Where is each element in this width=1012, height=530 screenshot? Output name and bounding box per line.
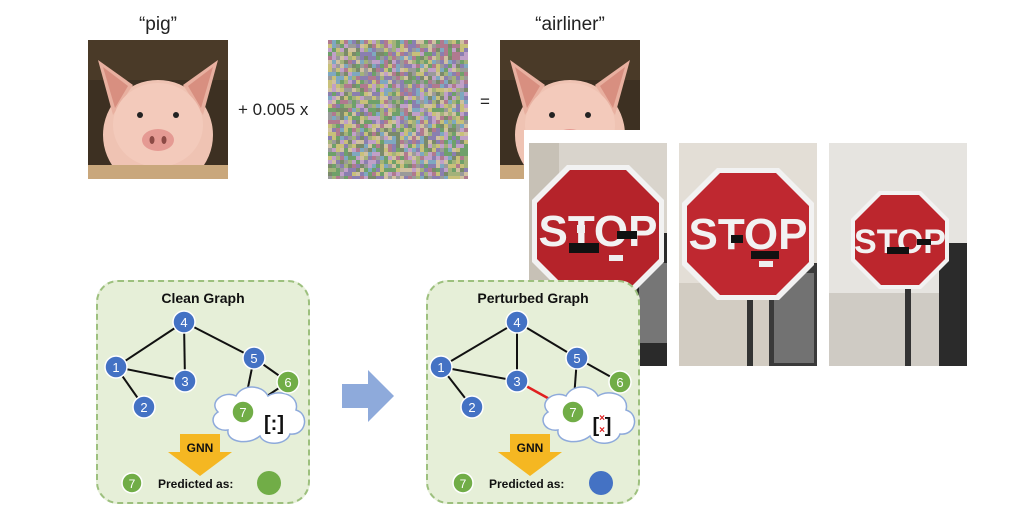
perturbed-target-node: 7 (460, 477, 467, 491)
perturbed-node-6: 6 (616, 375, 623, 390)
perturbed-node-5: 5 (573, 351, 580, 366)
equals-sign: = (480, 92, 490, 111)
clean-target-node: 7 (129, 477, 136, 491)
perturbed-node-7: 7 (569, 405, 576, 420)
clean-node-2: 2 (140, 400, 147, 415)
clean-node-5: 5 (250, 351, 257, 366)
clean-node-3: 3 (181, 374, 188, 389)
airliner-label: “airliner” (535, 14, 605, 35)
clean-predicted-label: Predicted as: (158, 477, 233, 491)
svg-text:×: × (599, 413, 605, 424)
stop-text-2: STOP (688, 210, 807, 259)
perturbed-graph-diagram: [ ] × × 4 1 3 2 5 6 7 GNN 7 Predicted as… (429, 310, 636, 495)
noise-image (328, 40, 468, 179)
clean-gnn-label: GNN (187, 441, 214, 455)
clean-predicted-color (257, 471, 281, 495)
clean-graph-diagram: [:] 4 1 3 2 5 6 7 GNN 7 Predicted as: (104, 310, 306, 495)
perturbed-predicted-color (589, 471, 613, 495)
stop-sign-photo-3: STOP (829, 143, 967, 366)
clean-node-4: 4 (180, 315, 187, 330)
perturbed-node-2: 2 (468, 400, 475, 415)
stop-text-3: STOP (854, 223, 946, 261)
pig-label: “pig” (138, 14, 177, 35)
svg-text:[ ]: [ ] (593, 415, 612, 437)
stop-sign-photo-2: STOP (679, 143, 817, 366)
plus-coefficient: + 0.005 x (238, 100, 309, 119)
perturbed-graph-title: Perturbed Graph (477, 290, 589, 306)
perturbed-predicted-label: Predicted as: (489, 477, 564, 491)
pig-image-original (88, 40, 228, 179)
perturbed-node-1: 1 (437, 360, 444, 375)
transition-arrow (342, 370, 394, 422)
svg-text:×: × (599, 425, 605, 436)
clean-graph-title: Clean Graph (161, 290, 245, 306)
clean-node-1: 1 (112, 360, 119, 375)
clean-node-6: 6 (284, 375, 291, 390)
clean-node-7: 7 (239, 405, 246, 420)
perturbed-node-4: 4 (513, 315, 520, 330)
svg-text:[:]: [:] (264, 413, 284, 435)
perturbed-gnn-label: GNN (517, 441, 544, 455)
perturbed-node-3: 3 (513, 374, 520, 389)
